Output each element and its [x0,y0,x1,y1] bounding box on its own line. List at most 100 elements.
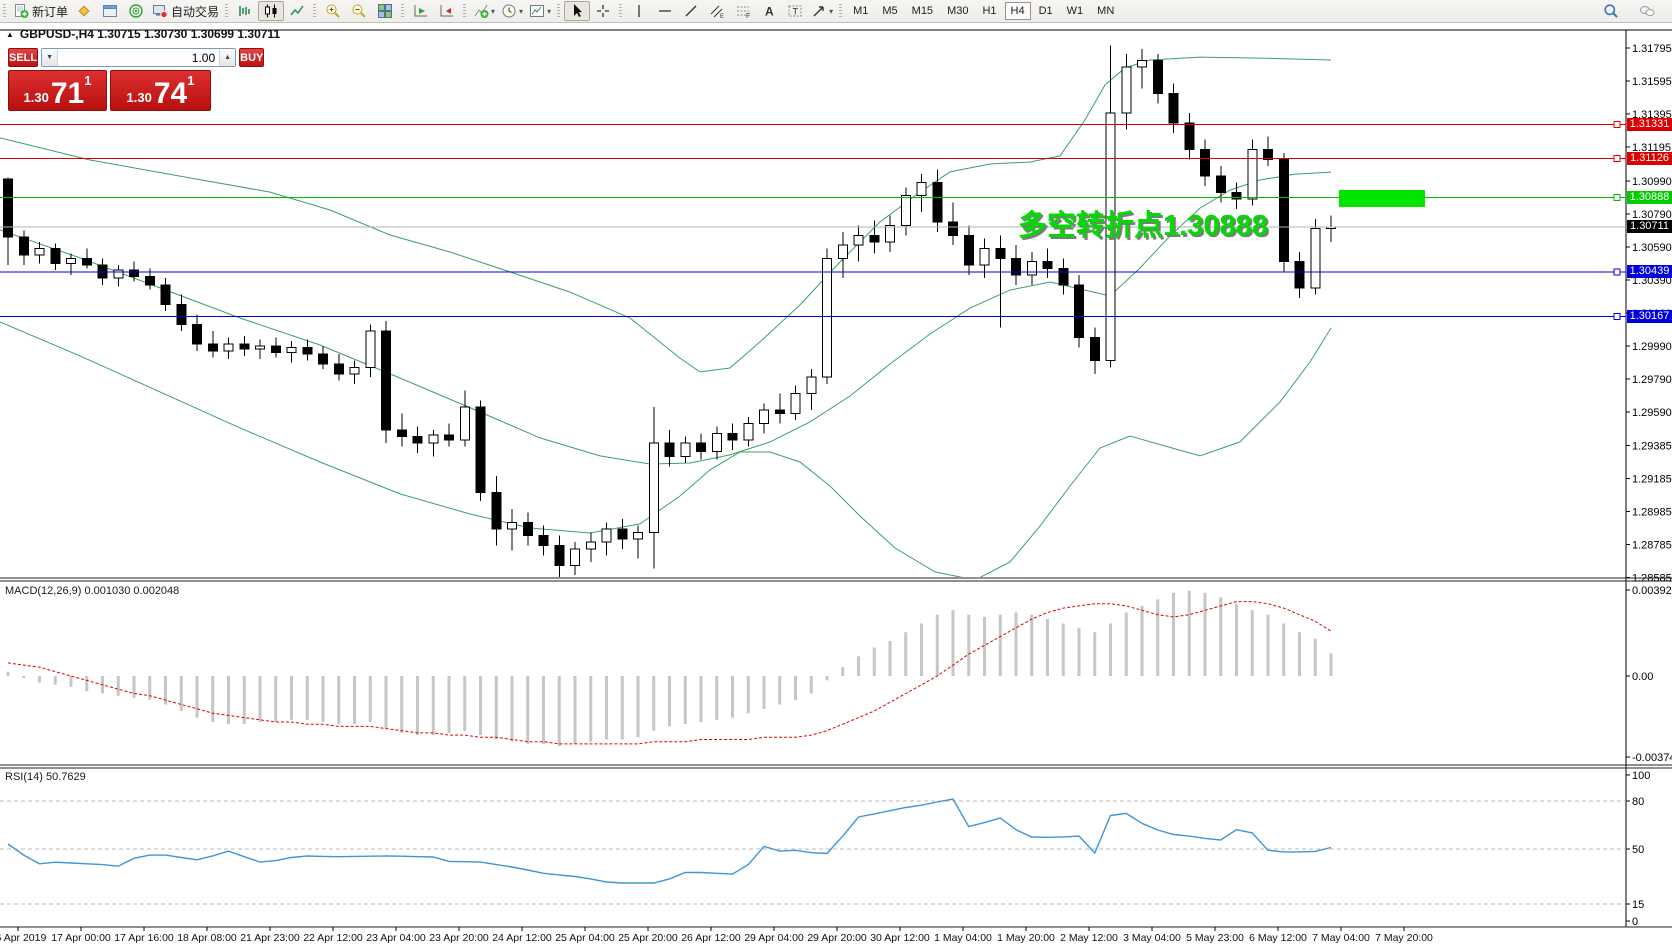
candlestick-chart-button[interactable] [258,1,285,21]
zoom-in-button[interactable] [320,1,346,21]
crosshair-icon [595,3,611,19]
time-axis-label: 23 Apr 04:00 [366,932,426,944]
auto-scroll-button[interactable] [408,1,434,21]
zoom-out-button[interactable] [346,1,372,21]
shapes-icon [811,3,827,19]
timeframe-w1-button[interactable]: W1 [1066,5,1084,17]
svg-text:T: T [793,7,799,17]
timeframe-m1-button[interactable]: M1 [853,5,869,17]
timeframe-d1-button[interactable]: D1 [1038,5,1053,17]
labelT-icon: T [787,3,803,19]
svg-text:F: F [746,13,750,19]
price-axis-label: 1.31195 [1632,142,1671,154]
price-axis-label: 1.29790 [1632,374,1672,386]
one-click-trading-panel: SELL ▼ ▲ BUY 1.30 71 1 1.30 74 1 [8,48,265,111]
indicators-icon [473,3,489,19]
equidistant-channel-button[interactable]: E [704,1,730,21]
svg-text:E: E [720,14,724,19]
navigator-button[interactable] [123,1,149,21]
bar-chart-button[interactable] [232,1,258,21]
timeframe-h1-button[interactable]: H1 [982,5,997,17]
volume-up-button[interactable]: ▲ [219,49,236,66]
tile-windows-button[interactable] [372,1,398,21]
line-chart-button[interactable] [284,1,310,21]
vertical-line-button[interactable] [626,1,652,21]
arrows-button[interactable]: ▾ [808,1,836,21]
cursor-icon [569,3,585,19]
data-window-button[interactable] [97,1,123,21]
trendline-button[interactable] [678,1,704,21]
timeframe-h4-button[interactable]: H4 [1004,2,1031,20]
text-label-button[interactable]: T [782,1,808,21]
toolbar-group: ▾ ▾ ▾ [470,0,554,22]
market-watch-button[interactable] [71,1,97,21]
cursor-button[interactable] [564,1,591,21]
fibonacci-button[interactable]: F [730,1,756,21]
sell-button[interactable]: SELL [8,48,39,67]
macd-axis-label: 0.00 [1632,671,1653,683]
time-axis-label: 17 Apr 00:00 [51,932,111,944]
doc-plus-icon [13,3,29,19]
chevron-down-icon: ▾ [519,6,524,16]
toolbar-button-label: 新订单 [32,4,69,19]
timeframe-mn-button[interactable]: MN [1097,5,1115,17]
collapse-panel-icon[interactable]: ▲ [6,29,14,39]
toolbar-group [232,0,310,22]
periods-button[interactable]: ▾ [498,1,526,21]
timeframe-m5-button[interactable]: M5 [882,5,898,17]
line-endpoint-marker [1613,268,1621,276]
sell-price-pipette: 1 [84,73,92,88]
buy-price-button[interactable]: 1.30 74 1 [110,70,211,111]
chart-shift-button[interactable] [434,1,460,21]
auto-trading-button[interactable]: 自动交易 [149,1,222,21]
buy-price-main: 74 [153,77,188,110]
time-axis-label: 6 May 12:00 [1249,932,1307,944]
search-button[interactable] [1598,1,1624,21]
hline-icon [657,3,673,19]
indicators-button[interactable]: ▾ [470,1,498,21]
toolbar: 新订单 自动交易 ▾ ▾ ▾ E F A T ▾ M1 M5 M15 M30 H1 H4 D1 W1 MN [0,0,1672,23]
volume-input[interactable] [58,49,220,66]
time-axis-label: 16 Apr 2019 [0,932,46,944]
community-button[interactable] [1634,1,1660,21]
price-axis-label: 1.29385 [1632,441,1672,453]
radar-icon [128,3,144,19]
price-badge-1.30167: 1.30167 [1627,310,1672,323]
toolbar-grip [557,4,561,18]
toolbar-grip [313,4,317,18]
templates-button[interactable]: ▾ [526,1,554,21]
rsi-axis-label: 100 [1632,770,1650,782]
price-axis-label: 1.30590 [1632,242,1672,254]
buy-button[interactable]: BUY [239,48,265,67]
toolbar-button-label: 自动交易 [171,4,220,19]
time-axis-label: 29 Apr 20:00 [807,932,867,944]
zoomout-icon [351,3,367,19]
buy-price-pipette: 1 [187,73,195,88]
horizontal-line-button[interactable] [652,1,678,21]
volume-down-button[interactable]: ▼ [42,49,59,66]
new-order-button[interactable]: 新订单 [10,1,71,21]
time-axis-label: 7 May 04:00 [1312,932,1370,944]
toolbar-group [408,0,460,22]
chart-annotation-text: 多空转折点1.30888 [1018,210,1268,242]
time-axis-label: 30 Apr 12:00 [870,932,930,944]
highlight-rectangle [1339,190,1425,207]
toolbar-grip [839,4,843,18]
time-axis-label: 1 May 20:00 [997,932,1055,944]
timeframe-m30-button[interactable]: M30 [947,5,969,17]
price-axis-label: 1.28985 [1632,507,1672,519]
rsi-axis-label: 50 [1632,844,1644,856]
vline-icon [631,3,647,19]
time-axis-label: 17 Apr 16:00 [114,932,174,944]
price-badge-1.31331: 1.31331 [1627,118,1672,131]
macd-signal-line [7,601,1332,745]
text-button[interactable]: A [756,1,782,21]
price-axis-label: 1.31595 [1632,76,1672,88]
crosshair-button[interactable] [590,1,616,21]
price-axis-label: 1.31795 [1632,43,1672,55]
chevron-down-icon: ▾ [547,6,552,16]
time-axis-label: 7 May 20:00 [1375,932,1433,944]
sell-price-button[interactable]: 1.30 71 1 [8,70,107,111]
timeframe-m15-button[interactable]: M15 [911,5,934,17]
